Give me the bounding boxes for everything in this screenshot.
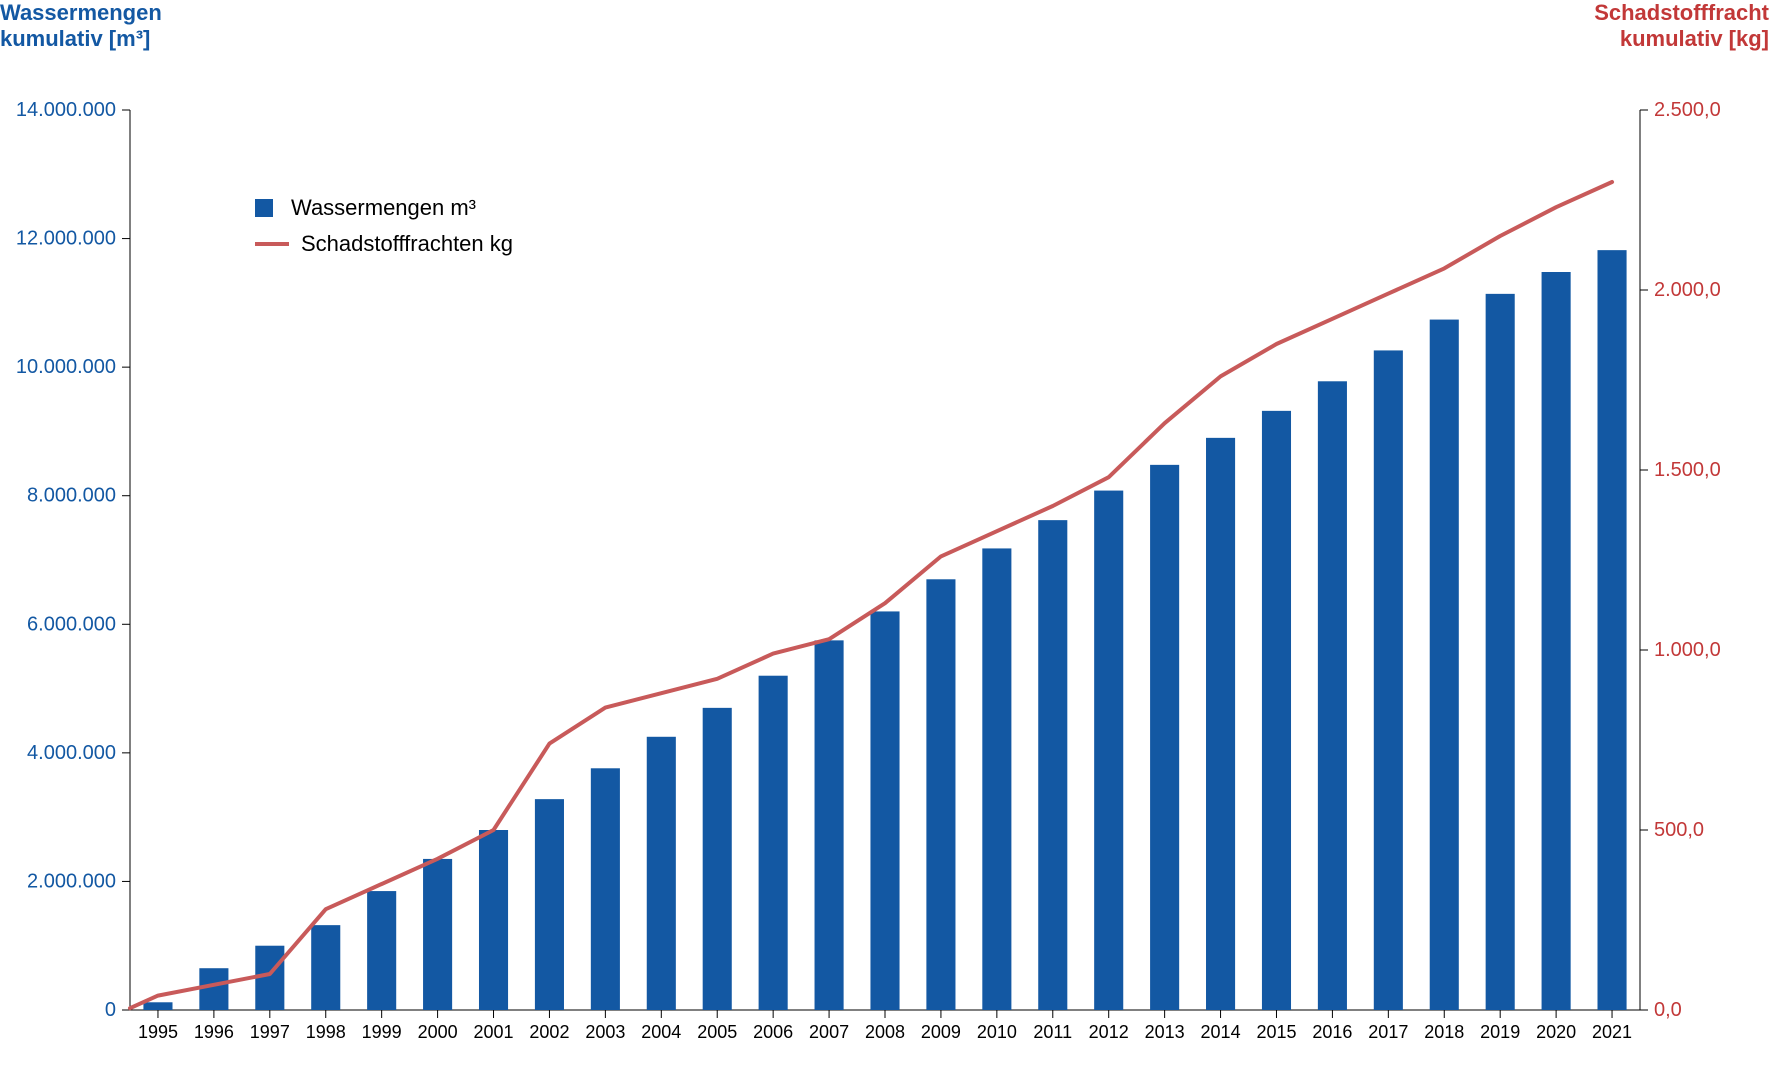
x-tick-label: 2017: [1368, 1022, 1408, 1042]
bar: [1542, 272, 1571, 1010]
bar: [1318, 381, 1347, 1010]
x-tick-label: 1998: [306, 1022, 346, 1042]
y-right-tick-label: 500,0: [1654, 819, 1704, 841]
x-tick-label: 2007: [809, 1022, 849, 1042]
y-left-tick-label: 8.000.000: [27, 485, 116, 507]
x-tick-label: 2021: [1592, 1022, 1632, 1042]
bar: [815, 640, 844, 1010]
bar: [870, 611, 899, 1010]
y-left-tick-label: 6.000.000: [27, 613, 116, 635]
bar: [1206, 438, 1235, 1010]
x-tick-label: 2020: [1536, 1022, 1576, 1042]
bar: [535, 799, 564, 1010]
bar: [647, 737, 676, 1010]
bar: [367, 891, 396, 1010]
x-tick-label: 2000: [418, 1022, 458, 1042]
x-tick-label: 2012: [1089, 1022, 1129, 1042]
bar: [759, 676, 788, 1010]
chart-container: Wassermengen kumulativ [m³] Schadstofffr…: [0, 0, 1769, 1077]
x-tick-label: 2004: [641, 1022, 681, 1042]
x-tick-label: 2003: [585, 1022, 625, 1042]
y-left-tick-label: 12.000.000: [16, 228, 116, 250]
legend-label: Wassermengen m³: [291, 195, 476, 221]
bar: [591, 768, 620, 1010]
x-tick-label: 1997: [250, 1022, 290, 1042]
legend-label: Schadstofffrachten kg: [301, 231, 513, 257]
y-left-axis-title: Wassermengen kumulativ [m³]: [0, 0, 162, 52]
y-right-tick-label: 1.500,0: [1654, 459, 1721, 481]
bar: [1486, 294, 1515, 1010]
bar: [1374, 350, 1403, 1010]
x-tick-label: 2016: [1312, 1022, 1352, 1042]
y-left-tick-label: 14.000.000: [16, 99, 116, 121]
bar: [1262, 411, 1291, 1010]
bar: [1094, 491, 1123, 1010]
y-right-axis-title: Schadstofffracht kumulativ [kg]: [1594, 0, 1769, 52]
bar: [926, 579, 955, 1010]
y-left-tick-label: 0: [105, 999, 116, 1021]
chart-svg: 0 2.000.000 4.000.000 6.000.000 8.000.000 10.…: [0, 0, 1769, 1077]
x-tick-label: 2011: [1033, 1022, 1072, 1042]
x-tick-label: 1995: [138, 1022, 178, 1042]
legend-swatch-bar: [255, 199, 273, 217]
bar: [479, 830, 508, 1010]
legend-swatch-line: [255, 242, 289, 246]
x-tick-label: 2009: [921, 1022, 961, 1042]
x-tick-label: 2018: [1424, 1022, 1464, 1042]
y-right-tick-label: 2.500,0: [1654, 99, 1721, 121]
legend-item: Schadstofffrachten kg: [255, 231, 513, 257]
legend-item: Wassermengen m³: [255, 195, 513, 221]
x-tick-label: 2013: [1145, 1022, 1185, 1042]
legend: Wassermengen m³ Schadstofffrachten kg: [255, 195, 513, 267]
x-tick-label: 2002: [529, 1022, 569, 1042]
y-left-tick-label: 4.000.000: [27, 742, 116, 764]
x-tick-label: 2008: [865, 1022, 905, 1042]
bar: [1430, 320, 1459, 1010]
bar: [703, 708, 732, 1010]
bar: [199, 968, 228, 1010]
y-right-tick-label: 1.000,0: [1654, 639, 1721, 661]
x-tick-label: 2015: [1256, 1022, 1296, 1042]
bar: [982, 548, 1011, 1010]
bar: [1150, 465, 1179, 1010]
x-tick-label: 2019: [1480, 1022, 1520, 1042]
x-tick-label: 2001: [473, 1022, 513, 1042]
x-tick-label: 2010: [977, 1022, 1017, 1042]
y-right-tick-label: 2.000,0: [1654, 279, 1721, 301]
bar: [1038, 520, 1067, 1010]
y-left-tick-label: 2.000.000: [27, 870, 116, 892]
x-tick-label: 2014: [1201, 1022, 1241, 1042]
bar: [311, 925, 340, 1010]
bar: [1597, 250, 1626, 1010]
y-right-tick-label: 0,0: [1654, 999, 1682, 1021]
x-tick-label: 1996: [194, 1022, 234, 1042]
x-tick-label: 2006: [753, 1022, 793, 1042]
bar: [423, 859, 452, 1010]
x-tick-label: 2005: [697, 1022, 737, 1042]
x-tick-label: 1999: [362, 1022, 402, 1042]
bar: [143, 1002, 172, 1010]
y-left-tick-label: 10.000.000: [16, 356, 116, 378]
